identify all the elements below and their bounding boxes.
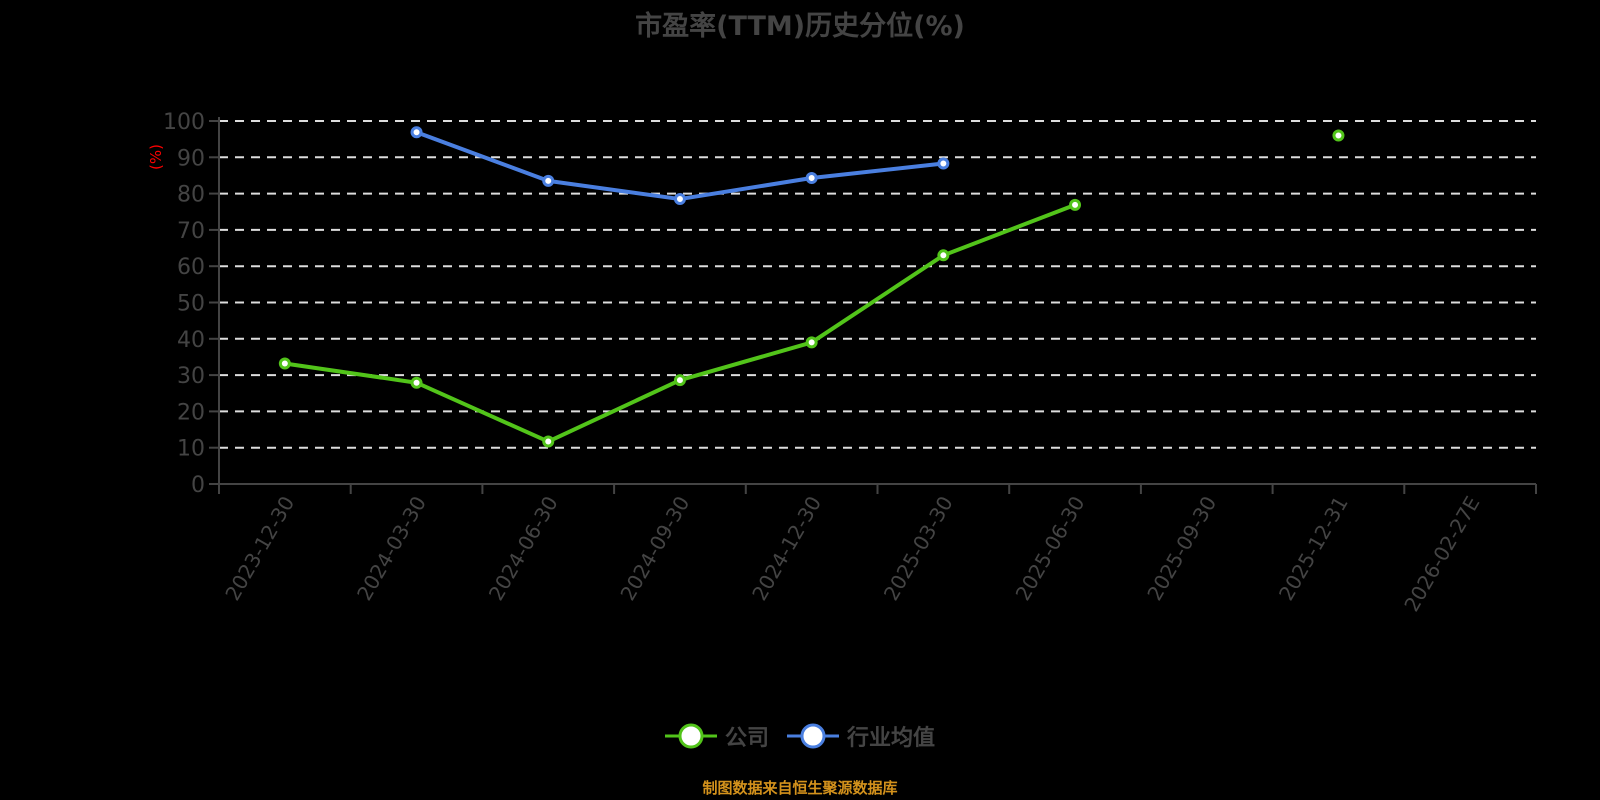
data-source-footer: 制图数据来自恒生聚源数据库	[702, 779, 898, 797]
y-tick-label: 50	[177, 292, 205, 317]
data-point[interactable]	[673, 193, 686, 206]
legend-label: 公司	[724, 726, 769, 751]
legend-item-industry-average[interactable]: 行业均值	[787, 720, 935, 752]
y-tick-label: 70	[177, 219, 205, 244]
series-行业均值	[410, 126, 950, 206]
y-tick-label: 60	[177, 255, 205, 280]
data-point[interactable]	[542, 174, 555, 187]
series-公司	[278, 129, 1345, 448]
data-point[interactable]	[673, 374, 686, 387]
line-marker-icon	[787, 723, 839, 749]
legend: 公司 行业均值	[0, 720, 1600, 752]
line-marker-icon	[664, 723, 717, 749]
y-axis-ticks: 0 10 20 30 40 50 60 70 80 90 100	[163, 110, 205, 498]
x-tick-label: 2026-02-27E	[1399, 492, 1484, 616]
gridlines	[219, 120, 1536, 449]
data-point[interactable]	[937, 157, 950, 170]
data-point[interactable]	[278, 357, 291, 370]
x-tick-label: 2023-12-30	[220, 492, 299, 605]
data-point[interactable]	[1332, 129, 1345, 142]
chart-title: 市盈率(TTM)历史分位(%)	[635, 11, 965, 42]
x-tick-label: 2024-12-30	[747, 492, 826, 605]
x-tick-label: 2025-03-30	[879, 492, 958, 605]
data-point[interactable]	[542, 435, 555, 448]
data-point[interactable]	[410, 126, 423, 139]
y-tick-label: 80	[177, 183, 205, 208]
y-tick-label: 40	[177, 328, 205, 353]
x-tick-label: 2025-12-31	[1274, 492, 1353, 605]
data-point[interactable]	[937, 249, 950, 262]
y-tick-label: 90	[177, 146, 205, 171]
y-tick-label: 0	[191, 473, 205, 498]
y-axis-unit-label: (%)	[147, 144, 165, 170]
x-axis-ticks: 2023-12-30 2024-03-30 2024-06-30 2024-09-30…	[220, 492, 1484, 616]
y-tick-label: 100	[163, 110, 205, 135]
x-tick-label: 2024-03-30	[352, 492, 431, 605]
y-tick-label: 30	[177, 364, 205, 389]
y-tick-label: 10	[177, 437, 205, 462]
x-tick-label: 2025-06-30	[1011, 492, 1090, 605]
legend-item-company[interactable]: 公司	[664, 720, 769, 752]
data-point[interactable]	[805, 171, 818, 184]
x-tick-label: 2024-09-30	[615, 492, 694, 605]
data-point[interactable]	[1069, 198, 1082, 211]
axes	[209, 117, 1537, 494]
x-tick-label: 2024-06-30	[484, 492, 563, 605]
legend-label: 行业均值	[847, 726, 936, 751]
x-tick-label: 2025-09-30	[1142, 492, 1221, 605]
y-tick-label: 20	[177, 400, 205, 425]
data-point[interactable]	[805, 336, 818, 349]
data-series	[278, 126, 1345, 448]
data-point[interactable]	[410, 376, 423, 389]
